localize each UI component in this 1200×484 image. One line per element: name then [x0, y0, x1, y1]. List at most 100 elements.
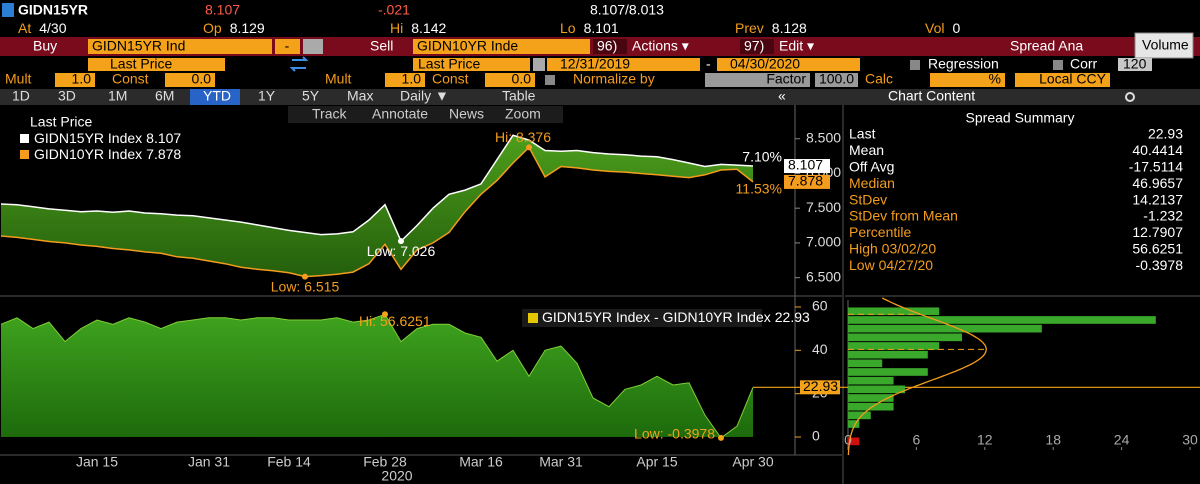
settings-gear[interactable]	[1125, 92, 1135, 102]
buy-security[interactable]: GIDN15YR Ind	[92, 38, 185, 54]
annotation: Low: -0.3978	[634, 426, 715, 442]
annotation-dot	[382, 311, 388, 318]
swap-icon[interactable]	[289, 56, 309, 72]
menu-code[interactable]	[593, 39, 627, 54]
field-box[interactable]	[705, 73, 810, 87]
setting-value[interactable]: Factor	[766, 71, 806, 87]
dropdown[interactable]	[303, 39, 323, 54]
field-box[interactable]	[88, 58, 225, 71]
buy-label: Buy	[33, 38, 57, 54]
legend-value: 22.93	[775, 309, 810, 325]
quote-item: Prev 8.128	[735, 20, 807, 36]
tab[interactable]: 1M	[108, 88, 127, 104]
chart-tool[interactable]: Zoom	[505, 106, 541, 122]
quote-item: Vol 0	[925, 20, 960, 36]
buy-field[interactable]: Last Price	[110, 56, 172, 72]
field-box[interactable]	[413, 39, 590, 54]
summary-label: Low 04/27/20	[849, 257, 933, 273]
field-box[interactable]	[717, 58, 860, 71]
setting-value[interactable]: 1.0	[72, 71, 92, 87]
sell-security[interactable]: GIDN10YR Inde	[417, 38, 518, 54]
histogram-bar	[848, 394, 894, 402]
x-tick-label: Jan 31	[188, 454, 230, 470]
setting-label: Mult	[5, 71, 32, 87]
edit-menu[interactable]: Edit ▾	[779, 38, 814, 54]
quote-value: 8.101	[584, 20, 619, 36]
setting-value[interactable]: 0.0	[192, 71, 212, 87]
field-box[interactable]	[815, 73, 858, 87]
quote-value: 4/30	[39, 20, 66, 36]
field-box[interactable]	[485, 73, 535, 87]
last-value: 22.93	[803, 378, 838, 394]
setting-value[interactable]: Local CCY	[1039, 71, 1107, 87]
x-tick-label: Apr 15	[636, 454, 677, 470]
dropdown[interactable]	[533, 58, 545, 71]
histogram-bar	[848, 411, 871, 420]
legend-title: Last Price	[30, 114, 92, 130]
collapse-button[interactable]: «	[778, 88, 786, 104]
field-box[interactable]	[1118, 58, 1152, 71]
regression-label: Regression	[928, 56, 999, 72]
menu-code[interactable]	[740, 39, 774, 54]
setting-value[interactable]: %	[989, 71, 1001, 87]
tab[interactable]: 5Y	[302, 88, 320, 104]
x-tick-label: Mar 31	[539, 454, 583, 470]
field-box[interactable]	[55, 73, 95, 87]
field-box[interactable]	[88, 39, 272, 54]
checkbox[interactable]	[910, 60, 920, 70]
setting-value[interactable]: 0.0	[512, 71, 532, 87]
summary-label: High 03/02/20	[849, 241, 936, 257]
bid-ask: 8.107/8.013	[590, 2, 664, 18]
summary-value: 12.7907	[1132, 224, 1183, 240]
corr-label: Corr	[1070, 56, 1098, 72]
menu-code: 97)	[744, 38, 764, 54]
quote-label: Lo	[560, 20, 576, 36]
annotation: Low: 6.515	[271, 278, 340, 294]
histogram-bar	[848, 307, 940, 316]
y-tick-label: 8.500	[806, 129, 841, 145]
chart-tool[interactable]: Annotate	[372, 106, 428, 122]
chart-tool[interactable]: News	[449, 106, 484, 122]
tab[interactable]: Table	[502, 88, 536, 104]
tab[interactable]: 3D	[58, 88, 76, 104]
x-tick-label: Feb 14	[267, 454, 311, 470]
date-separator: -	[706, 56, 711, 72]
active-tab[interactable]	[190, 89, 240, 105]
tab[interactable]: Max	[347, 88, 373, 104]
chart-tool[interactable]: Track	[312, 106, 347, 122]
field-box[interactable]	[275, 39, 300, 54]
chart-content[interactable]: Chart Content	[888, 88, 975, 104]
tab[interactable]: 1Y	[258, 88, 276, 104]
tab[interactable]: 1D	[12, 88, 30, 104]
field-box[interactable]	[1015, 73, 1110, 87]
checkbox[interactable]	[1053, 60, 1063, 70]
price-line	[0, 134, 754, 243]
field-box[interactable]	[547, 58, 700, 71]
start-date[interactable]: 12/31/2019	[560, 56, 630, 72]
field-box[interactable]	[165, 73, 215, 87]
annotation-dot	[302, 273, 308, 280]
tab[interactable]: YTD	[203, 88, 231, 104]
summary-label: StDev	[849, 191, 887, 207]
buy-mode[interactable]: -	[285, 38, 290, 54]
tab[interactable]: 6M	[155, 88, 174, 104]
actions-menu[interactable]: Actions ▾	[632, 38, 689, 54]
setting-label: Mult	[325, 71, 352, 87]
tab[interactable]: Daily ▼	[400, 88, 449, 104]
last-value: 7.878	[788, 173, 823, 189]
setting-label: Calc	[865, 71, 893, 87]
checkbox[interactable]	[545, 75, 555, 85]
field-box[interactable]	[930, 73, 1005, 87]
setting-value[interactable]: 1.0	[402, 71, 422, 87]
summary-value: 14.2137	[1132, 191, 1183, 207]
corr-days[interactable]: 120	[1123, 56, 1147, 72]
histogram-bar	[848, 368, 928, 376]
quote-label: Vol	[925, 20, 944, 36]
legend-entry: GIDN15YR Index - GIDN10YR Index 22.93	[542, 309, 810, 325]
field-box[interactable]	[385, 73, 425, 87]
field-box[interactable]	[413, 58, 530, 71]
end-label: 7.10%	[742, 149, 782, 165]
sell-field[interactable]: Last Price	[418, 56, 480, 72]
setting-value[interactable]: 100.0	[819, 71, 854, 87]
end-date[interactable]: 04/30/2020	[730, 56, 800, 72]
